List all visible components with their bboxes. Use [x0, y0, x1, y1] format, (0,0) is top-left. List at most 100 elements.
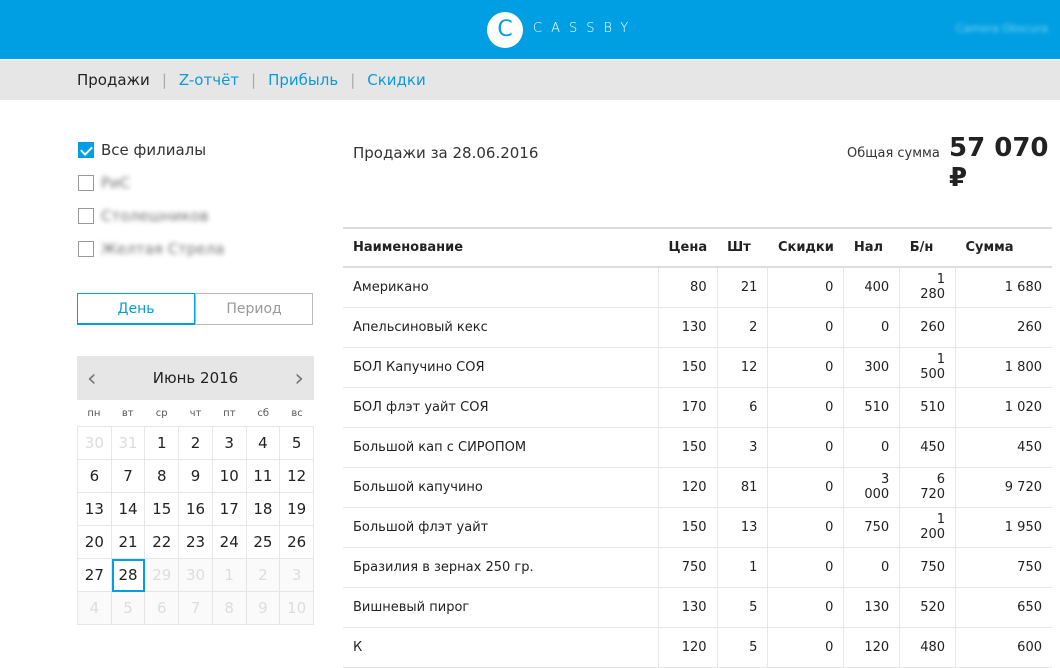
table-cell: 0: [767, 307, 844, 348]
calendar-day[interactable]: 4: [78, 592, 112, 625]
table-row[interactable]: Большой кап с СИРОПОМ 150 3 0 0 450 450: [343, 427, 1052, 468]
calendar-day[interactable]: 5: [280, 427, 314, 460]
calendar-day[interactable]: 27: [78, 559, 112, 592]
table-cell: 260: [955, 307, 1052, 348]
column-header[interactable]: Наименование: [343, 228, 659, 268]
calendar-day[interactable]: 16: [179, 493, 213, 526]
calendar-day[interactable]: 30: [179, 559, 213, 592]
table-cell: 0: [767, 467, 844, 508]
calendar-day[interactable]: 4: [246, 427, 281, 460]
calendar-day[interactable]: 31: [111, 427, 146, 460]
calendar-day[interactable]: 13: [78, 493, 112, 526]
user-name[interactable]: Camera Obscura: [955, 22, 1048, 35]
calendar-day[interactable]: 15: [145, 493, 180, 526]
column-header[interactable]: Сумма: [955, 228, 1052, 268]
table-cell: 520: [899, 587, 956, 628]
calendar-day[interactable]: 20: [78, 526, 112, 559]
calendar-day[interactable]: 24: [212, 526, 247, 559]
calendar-day[interactable]: 14: [111, 493, 146, 526]
calendar-day[interactable]: 12: [280, 460, 314, 493]
table-row[interactable]: Апельсиновый кекс 130 2 0 0 260 260: [343, 307, 1052, 348]
weekday-row: пн вт ср чт пт сб вс: [77, 400, 314, 426]
branch-item[interactable]: Желтая Стрела: [78, 240, 224, 258]
calendar-day[interactable]: 18: [246, 493, 281, 526]
calendar-day[interactable]: 6: [145, 592, 180, 625]
table-row[interactable]: Американо 80 21 0 400 1 280 1 680: [343, 267, 1052, 308]
checkbox[interactable]: [78, 175, 94, 191]
total-value: 57 070 ₽: [949, 133, 1049, 193]
calendar-day[interactable]: 1: [145, 427, 180, 460]
calendar-day[interactable]: 11: [246, 460, 281, 493]
table-row[interactable]: БОЛ Капучино СОЯ 150 12 0 300 1 500 1 800: [343, 347, 1052, 388]
calendar-day[interactable]: 9: [179, 460, 213, 493]
tab-0[interactable]: Продажи: [77, 71, 150, 89]
calendar-day[interactable]: 17: [212, 493, 247, 526]
table-row[interactable]: Большой капучино 120 81 0 3 000 6 720 9 720: [343, 467, 1052, 508]
checkbox[interactable]: [78, 208, 94, 224]
calendar-day[interactable]: 7: [179, 592, 213, 625]
table-row[interactable]: К 120 5 0 120 480 600: [343, 627, 1052, 668]
table-cell: 6 720: [899, 467, 956, 508]
table-row[interactable]: БОЛ флэт уайт СОЯ 170 6 0 510 510 1 020: [343, 387, 1052, 428]
calendar-day[interactable]: 2: [246, 559, 281, 592]
calendar-day[interactable]: 3: [212, 427, 247, 460]
calendar-day[interactable]: 29: [145, 559, 180, 592]
calendar-day[interactable]: 22: [145, 526, 180, 559]
calendar-day[interactable]: 5: [111, 592, 146, 625]
table-cell: Американо: [343, 267, 659, 308]
branch-label: Желтая Стрела: [101, 240, 225, 258]
branch-item[interactable]: Все филиалы: [78, 141, 206, 159]
tab-1[interactable]: Z-отчёт: [178, 71, 240, 89]
table-cell: 450: [955, 427, 1052, 468]
calendar-day[interactable]: 8: [145, 460, 180, 493]
calendar-day[interactable]: 1: [212, 559, 247, 592]
tab-2[interactable]: Прибыль: [268, 71, 339, 89]
calendar-day[interactable]: 23: [179, 526, 213, 559]
branch-item[interactable]: РиС: [78, 174, 130, 192]
tab-3[interactable]: Скидки: [367, 71, 426, 89]
calendar-day[interactable]: 28: [111, 559, 146, 592]
branch-item[interactable]: Столешников: [78, 207, 209, 225]
table-row[interactable]: Вишневый пирог 130 5 0 130 520 650: [343, 587, 1052, 628]
calendar-day[interactable]: 8: [212, 592, 247, 625]
table-row[interactable]: Большой флэт уайт 150 13 0 750 1 200 1 950: [343, 507, 1052, 548]
table-row[interactable]: Бразилия в зернах 250 гр. 750 1 0 0 750 750: [343, 547, 1052, 588]
calendar-day[interactable]: 7: [111, 460, 146, 493]
calendar-day[interactable]: 25: [246, 526, 281, 559]
chevron-right-icon[interactable]: ›: [294, 364, 304, 392]
column-header[interactable]: Цена: [658, 228, 718, 268]
calendar-day[interactable]: 10: [212, 460, 247, 493]
table-cell: 0: [767, 627, 844, 668]
calendar-day[interactable]: 6: [78, 460, 112, 493]
nav-separator: |: [251, 71, 257, 89]
mode-period-button[interactable]: Период: [195, 293, 313, 325]
brand-name: CASSBY: [533, 21, 638, 36]
calendar-day[interactable]: 9: [246, 592, 281, 625]
weekday-label: пн: [87, 407, 101, 419]
table-cell: 170: [657, 387, 718, 428]
calendar-day[interactable]: 19: [280, 493, 314, 526]
checkbox[interactable]: [78, 142, 94, 158]
table-cell: 510: [843, 387, 900, 428]
calendar-day[interactable]: 30: [78, 427, 112, 460]
column-header[interactable]: Скидки: [767, 228, 844, 268]
chevron-left-icon[interactable]: ‹: [87, 364, 97, 392]
column-header[interactable]: Шт: [717, 228, 768, 268]
mode-day-button[interactable]: День: [77, 293, 195, 325]
calendar-day[interactable]: 3: [280, 559, 314, 592]
table-cell: 750: [843, 507, 900, 548]
table-cell: 130: [843, 587, 900, 628]
checkbox[interactable]: [78, 241, 94, 257]
calendar-day[interactable]: 2: [179, 427, 213, 460]
table-cell: 12: [716, 347, 768, 388]
table-cell: 120: [657, 627, 718, 668]
calendar-day[interactable]: 26: [280, 526, 314, 559]
table-cell: 0: [843, 547, 900, 588]
calendar-day[interactable]: 21: [111, 526, 146, 559]
calendar-day[interactable]: 10: [280, 592, 314, 625]
table-cell: 750: [955, 547, 1052, 588]
table-cell: 0: [767, 547, 844, 588]
column-header[interactable]: Нал: [843, 228, 900, 268]
table-cell: 0: [843, 307, 900, 348]
column-header[interactable]: Б/н: [899, 228, 956, 268]
